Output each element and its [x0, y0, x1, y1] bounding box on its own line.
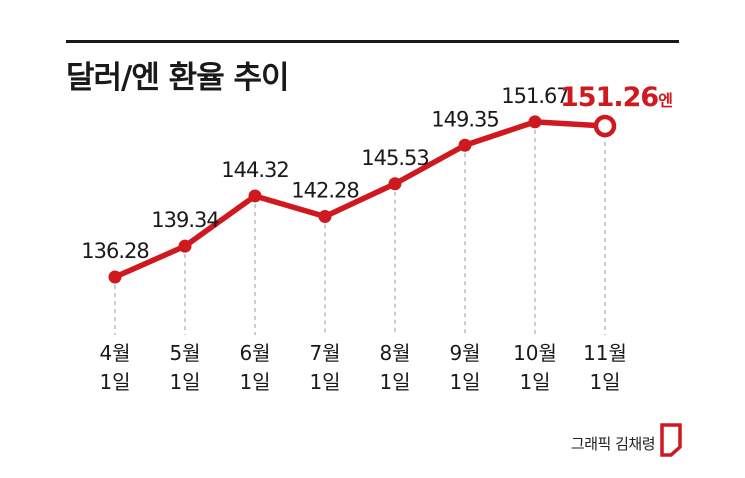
- value-label: 136.28: [81, 239, 148, 263]
- value-label: 145.53: [361, 146, 428, 170]
- top-rule: [66, 40, 679, 43]
- data-point: [178, 239, 192, 253]
- x-axis-labels: 4월 1일 5월 1일 6월 1일 7월 1일 8월 1일 9월 1일 10월 1일 11월 1일: [99, 341, 626, 394]
- x-label-day: 1일: [449, 370, 480, 394]
- x-label-month: 9월: [449, 341, 480, 365]
- x-label-day: 1일: [519, 370, 550, 394]
- data-point: [318, 210, 332, 224]
- value-label-highlight: 151.26엔: [560, 82, 672, 113]
- series-line: [112, 119, 608, 280]
- value-label: 139.34: [151, 208, 219, 232]
- x-label-month: 4월: [99, 341, 130, 365]
- value-label: 151.67: [501, 84, 568, 108]
- x-label-month: 5월: [169, 341, 200, 365]
- value-labels: 136.28139.34144.32142.28145.53149.35151.…: [81, 82, 673, 263]
- x-label-day: 1일: [99, 370, 130, 394]
- logo-icon: [660, 423, 682, 457]
- x-label-month: 7월: [309, 341, 340, 365]
- data-point: [458, 138, 472, 152]
- value-unit: 엔: [658, 91, 672, 110]
- graphic-credit: 그래픽 김채령: [570, 435, 656, 453]
- x-label-day: 1일: [589, 370, 620, 394]
- x-label-day: 1일: [169, 370, 200, 394]
- data-point: [108, 270, 122, 284]
- x-label-day: 1일: [309, 370, 340, 394]
- value-label: 142.28: [291, 179, 358, 203]
- x-label-day: 1일: [239, 370, 270, 394]
- value-label: 149.35: [431, 107, 498, 131]
- value-label: 144.32: [221, 158, 288, 182]
- grid-lines: [114, 129, 606, 335]
- data-point: [248, 189, 262, 203]
- x-label-month: 11월: [583, 341, 627, 365]
- data-point-highlight: [593, 114, 617, 138]
- data-point: [388, 177, 402, 191]
- x-label-month: 6월: [239, 341, 270, 365]
- x-label-month: 10월: [513, 341, 557, 365]
- x-label-day: 1일: [379, 370, 410, 394]
- data-point: [528, 115, 542, 129]
- data-points: [108, 114, 617, 284]
- x-label-month: 8월: [379, 341, 410, 365]
- chart-title: 달러/엔 환율 추이: [66, 60, 290, 96]
